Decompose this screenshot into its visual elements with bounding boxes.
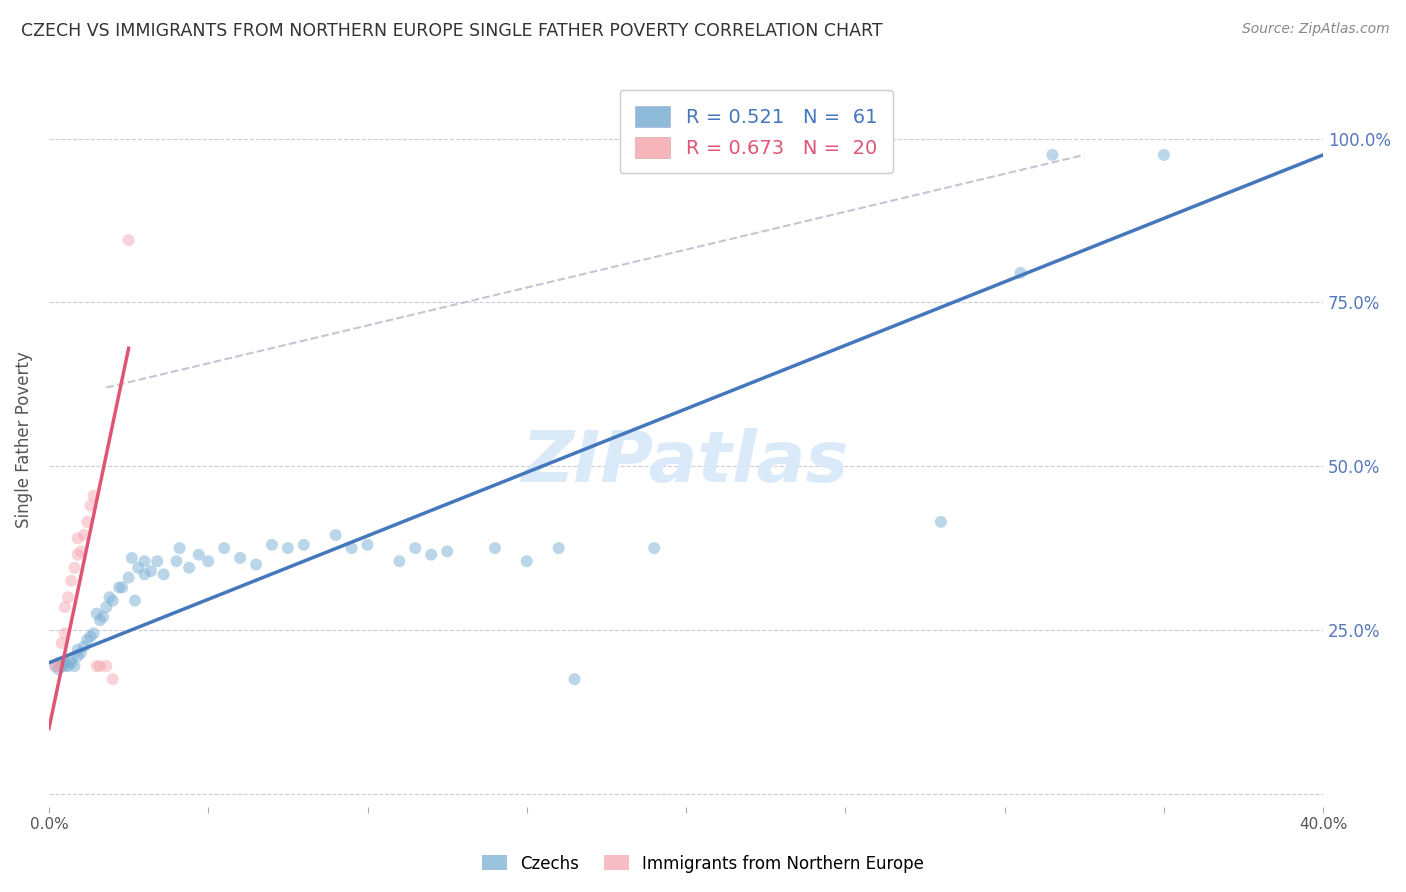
Text: Source: ZipAtlas.com: Source: ZipAtlas.com [1241,22,1389,37]
Point [96,600,118,615]
Point [89,613,111,627]
Point [420,548,443,562]
Point [86,607,108,621]
Point [44,659,66,673]
Point [66,642,89,657]
Point [929,515,952,529]
Point [117,233,139,247]
Point [124,593,146,607]
Point [134,567,156,582]
Point [260,538,283,552]
Point [51,636,73,650]
Text: CZECH VS IMMIGRANTS FROM NORTHERN EUROPE SINGLE FATHER POVERTY CORRELATION CHART: CZECH VS IMMIGRANTS FROM NORTHERN EUROPE… [21,22,883,40]
Point [127,561,149,575]
Point [436,544,458,558]
Point [98,591,121,605]
Point [73,528,96,542]
Point [212,541,235,555]
Point [60,652,83,666]
Point [66,649,89,664]
Point [165,554,187,568]
Point [404,541,426,555]
Point [179,561,201,575]
Point [484,541,506,555]
Point [516,554,538,568]
Point [73,640,96,654]
Point [53,656,76,670]
Point [76,632,98,647]
Point [48,662,70,676]
Point [340,541,363,555]
Legend: R = 0.521   N =  61, R = 0.673   N =  20: R = 0.521 N = 61, R = 0.673 N = 20 [620,90,893,173]
Point [169,541,191,555]
Point [53,600,76,615]
Point [60,656,83,670]
Point [83,489,105,503]
Point [69,646,91,660]
Point [76,515,98,529]
Point [63,659,86,673]
Point [51,659,73,673]
Legend: Czechs, Immigrants from Northern Europe: Czechs, Immigrants from Northern Europe [475,848,931,880]
Point [187,548,209,562]
Point [152,567,174,582]
Point [547,541,569,555]
Point [388,554,411,568]
Point [53,626,76,640]
Point [89,659,111,673]
Point [121,551,143,566]
Point [51,656,73,670]
Point [66,531,89,545]
Point [325,528,347,542]
Point [101,672,124,686]
Point [96,659,118,673]
Point [1040,148,1063,162]
Y-axis label: Single Father Poverty: Single Father Poverty [15,351,32,528]
Point [91,610,114,624]
Point [245,558,267,572]
Point [111,581,134,595]
Point [277,541,299,555]
Point [56,659,79,673]
Point [63,561,86,575]
Point [83,626,105,640]
Point [79,499,101,513]
Point [139,564,162,578]
Point [66,548,89,562]
Point [292,538,315,552]
Point [86,659,108,673]
Point [117,571,139,585]
Point [56,591,79,605]
Point [48,656,70,670]
Point [564,672,586,686]
Point [1010,266,1032,280]
Point [356,538,378,552]
Point [197,554,219,568]
Point [79,630,101,644]
Point [101,593,124,607]
Text: ZIPatlas: ZIPatlas [523,427,849,497]
Point [643,541,665,555]
Point [229,551,252,566]
Point [69,544,91,558]
Point [60,574,83,588]
Point [108,581,131,595]
Point [134,554,156,568]
Point [1153,148,1175,162]
Point [146,554,169,568]
Point [44,659,66,673]
Point [53,659,76,673]
